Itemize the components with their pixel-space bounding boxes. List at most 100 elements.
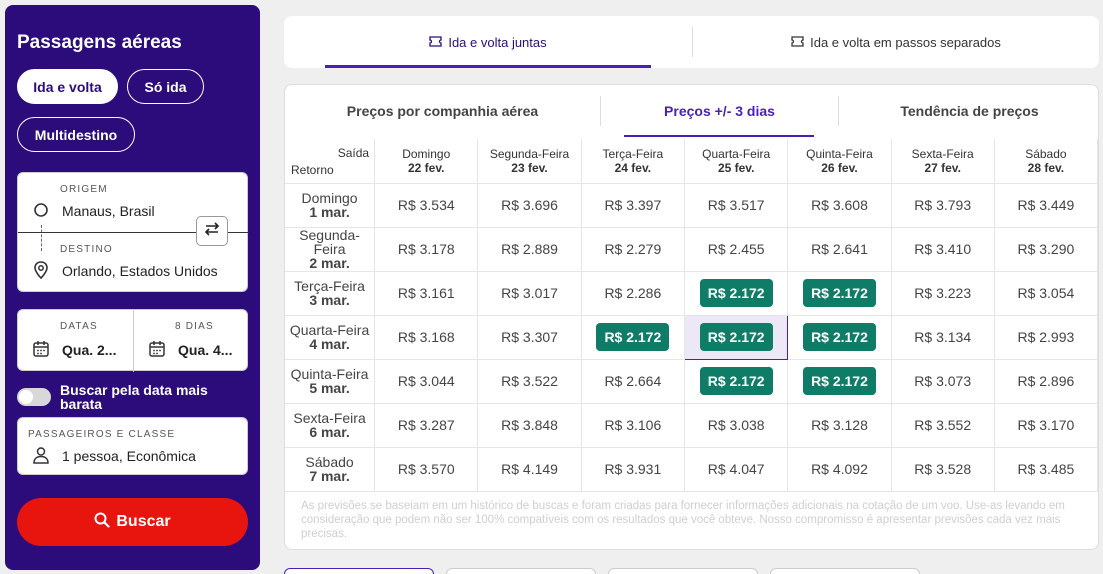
price-cell[interactable]: R$ 3.534 — [374, 183, 479, 228]
tab-roundtrip-separate[interactable]: Ida e volta em passos separados — [693, 16, 1099, 68]
price-value: R$ 2.286 — [604, 285, 662, 301]
price-cell[interactable]: R$ 4.092 — [787, 447, 892, 492]
cheapest-price: R$ 2.172 — [803, 367, 876, 395]
row-day: Segunda-Feira — [299, 227, 360, 257]
return-row-header: Sexta-Feira 6 mar. — [285, 403, 376, 448]
trip-type-oneway[interactable]: Só ida — [127, 69, 204, 104]
price-cell[interactable]: R$ 3.397 — [581, 183, 686, 228]
filter-chip[interactable] — [284, 568, 434, 574]
price-cell[interactable]: R$ 3.931 — [581, 447, 686, 492]
price-cell[interactable]: R$ 3.134 — [891, 315, 995, 360]
column-date: 24 fev. — [614, 160, 652, 175]
price-cell[interactable]: R$ 3.170 — [994, 403, 1098, 448]
tab-prices-3-days[interactable]: Preços +/- 3 dias — [664, 103, 775, 119]
tab-price-trend[interactable]: Tendência de preços — [900, 103, 1039, 119]
price-cell[interactable]: R$ 2.172 — [787, 315, 892, 360]
price-cell[interactable]: R$ 3.552 — [891, 403, 995, 448]
tab-roundtrip-together[interactable]: Ida e volta juntas — [325, 16, 651, 68]
price-cell[interactable]: R$ 3.522 — [477, 359, 582, 404]
price-value: R$ 3.044 — [397, 373, 455, 389]
trip-type-roundtrip[interactable]: Ida e volta — [17, 69, 118, 104]
swap-button[interactable] — [196, 216, 228, 246]
column-day: Segunda-Feira — [489, 146, 570, 161]
price-cell[interactable]: R$ 3.410 — [891, 227, 995, 272]
price-value: R$ 3.931 — [604, 461, 662, 477]
column-date: 28 fev. — [1027, 160, 1065, 175]
column-date: 22 fev. — [408, 160, 445, 175]
price-cell[interactable]: R$ 3.017 — [477, 271, 582, 316]
filter-chip[interactable] — [770, 568, 920, 574]
price-cell[interactable]: R$ 3.287 — [374, 403, 479, 448]
price-cell[interactable]: R$ 2.279 — [581, 227, 686, 272]
tab-prices-by-airline[interactable]: Preços por companhia aérea — [346, 103, 539, 119]
price-cell[interactable]: R$ 3.528 — [891, 447, 995, 492]
ticket-icon — [791, 35, 804, 50]
row-date: 1 mar. — [309, 204, 350, 220]
filter-chip[interactable] — [446, 568, 596, 574]
price-cell[interactable]: R$ 3.793 — [891, 183, 995, 228]
price-value: R$ 2.664 — [604, 373, 662, 389]
return-row-header: Sábado 7 mar. — [285, 447, 376, 492]
price-cell[interactable]: R$ 3.073 — [891, 359, 995, 404]
price-cell[interactable]: R$ 2.286 — [581, 271, 686, 316]
return-row-header: Terça-Feira 3 mar. — [285, 271, 376, 316]
price-cell[interactable]: R$ 3.161 — [374, 271, 479, 316]
price-cell[interactable]: R$ 2.172 — [684, 359, 789, 404]
price-cell[interactable]: R$ 3.054 — [994, 271, 1098, 316]
price-cell[interactable]: R$ 3.044 — [374, 359, 479, 404]
search-icon — [94, 512, 110, 533]
cheapest-date-toggle[interactable] — [17, 388, 51, 406]
price-cell[interactable]: R$ 3.449 — [994, 183, 1098, 228]
price-cell[interactable]: R$ 3.290 — [994, 227, 1098, 272]
price-value: R$ 4.092 — [811, 461, 868, 477]
price-cell[interactable]: R$ 3.223 — [891, 271, 995, 316]
origin-field[interactable]: Manaus, Brasil — [62, 203, 155, 219]
price-cell[interactable]: R$ 2.455 — [684, 227, 789, 272]
price-cell[interactable]: R$ 2.172 — [684, 271, 789, 316]
return-row-header: Domingo 1 mar. — [285, 183, 376, 228]
column-day: Domingo — [402, 146, 451, 161]
price-cell[interactable]: R$ 3.696 — [477, 183, 582, 228]
filter-chip[interactable] — [608, 568, 758, 574]
cheapest-price: R$ 2.172 — [803, 279, 876, 307]
search-button-label: Buscar — [116, 513, 171, 530]
row-date: 4 mar. — [309, 336, 350, 352]
nights-label: 8 DIAS — [175, 321, 214, 332]
price-cell[interactable]: R$ 3.485 — [994, 447, 1098, 492]
price-cell[interactable]: R$ 2.172 — [581, 315, 686, 360]
price-cell[interactable]: R$ 2.889 — [477, 227, 582, 272]
price-cell[interactable]: R$ 4.149 — [477, 447, 582, 492]
grid-row: Sábado 7 mar. R$ 3.570 R$ 4.149 R$ 3.931 R$ 4… — [285, 447, 1098, 492]
price-cell[interactable]: R$ 2.641 — [787, 227, 892, 272]
price-value: R$ 3.552 — [914, 417, 972, 433]
passengers-class-field[interactable]: PASSAGEIROS E CLASSE 1 pessoa, Econômica — [17, 417, 248, 475]
price-cell[interactable]: R$ 2.993 — [994, 315, 1098, 360]
departure-date-field[interactable]: Qua. 2... — [62, 342, 117, 358]
destination-field[interactable]: Orlando, Estados Unidos — [62, 263, 218, 279]
row-date: 5 mar. — [309, 380, 350, 396]
selected-price-cell[interactable]: R$ 2.172 — [684, 314, 789, 360]
price-value: R$ 3.570 — [397, 461, 455, 477]
departure-column-header: Sexta-Feira 27 fev. — [891, 139, 995, 184]
price-cell[interactable]: R$ 3.307 — [477, 315, 582, 360]
price-cell[interactable]: R$ 3.178 — [374, 227, 479, 272]
price-cell[interactable]: R$ 2.172 — [787, 271, 892, 316]
price-cell[interactable]: R$ 3.608 — [787, 183, 892, 228]
location-pin-icon — [33, 261, 49, 284]
price-cell[interactable]: R$ 3.038 — [684, 403, 789, 448]
price-cell[interactable]: R$ 3.848 — [477, 403, 582, 448]
price-cell[interactable]: R$ 3.570 — [374, 447, 479, 492]
search-button[interactable]: Buscar — [17, 498, 248, 546]
price-cell[interactable]: R$ 2.172 — [787, 359, 892, 404]
return-date-field[interactable]: Qua. 4... — [178, 342, 233, 358]
price-cell[interactable]: R$ 3.517 — [684, 183, 789, 228]
sub-tab-separator — [600, 96, 601, 126]
price-cell[interactable]: R$ 3.168 — [374, 315, 479, 360]
trip-type-multicity[interactable]: Multidestino — [17, 117, 135, 152]
price-value: R$ 3.038 — [707, 417, 765, 433]
price-cell[interactable]: R$ 3.128 — [787, 403, 892, 448]
price-cell[interactable]: R$ 4.047 — [684, 447, 789, 492]
price-cell[interactable]: R$ 2.896 — [994, 359, 1098, 404]
price-cell[interactable]: R$ 3.106 — [581, 403, 686, 448]
price-cell[interactable]: R$ 2.664 — [581, 359, 686, 404]
